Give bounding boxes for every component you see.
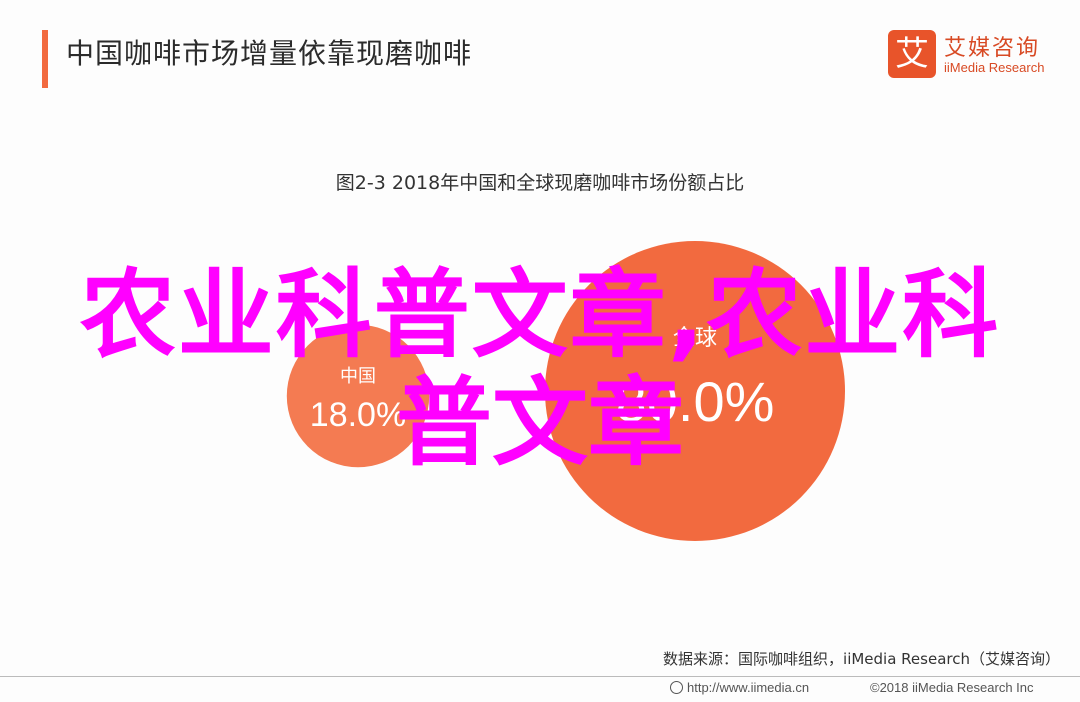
footer-copyright: ©2018 iiMedia Research Inc xyxy=(870,680,1034,695)
bubble-label-1: 全球 xyxy=(673,326,717,351)
bubble-value-1: 80.0% xyxy=(616,370,775,433)
logo-mark-icon: 艾 xyxy=(888,30,936,78)
header-accent-bar xyxy=(42,30,48,88)
footer-url-text: http://www.iimedia.cn xyxy=(687,680,810,695)
bubble-label-0: 中国 xyxy=(340,366,376,387)
overlay-text-line-1: 农业科普文章,农业科 xyxy=(79,259,1001,371)
logo-name-en: iiMedia Research xyxy=(944,60,1045,75)
logo-name-cn: 艾媒咨询 xyxy=(944,36,1041,61)
bubble-1 xyxy=(545,241,845,541)
globe-icon xyxy=(670,681,683,694)
footer-url: http://www.iimedia.cn xyxy=(670,680,809,695)
chart-title: 图2-3 2018年中国和全球现磨咖啡市场份额占比 xyxy=(335,172,745,194)
page-title: 中国咖啡市场增量依靠现磨咖啡 xyxy=(66,37,473,70)
footer-divider xyxy=(0,676,1080,677)
bubble-0 xyxy=(286,324,430,468)
bubble-value-0: 18.0% xyxy=(310,396,406,434)
source-note: 数据来源：国际咖啡组织，iiMedia Research（艾媒咨询） xyxy=(663,650,1060,668)
brand-logo: 艾 艾媒咨询 iiMedia Research xyxy=(888,30,1063,82)
overlay-text-line-2: 普文章 xyxy=(396,367,684,479)
